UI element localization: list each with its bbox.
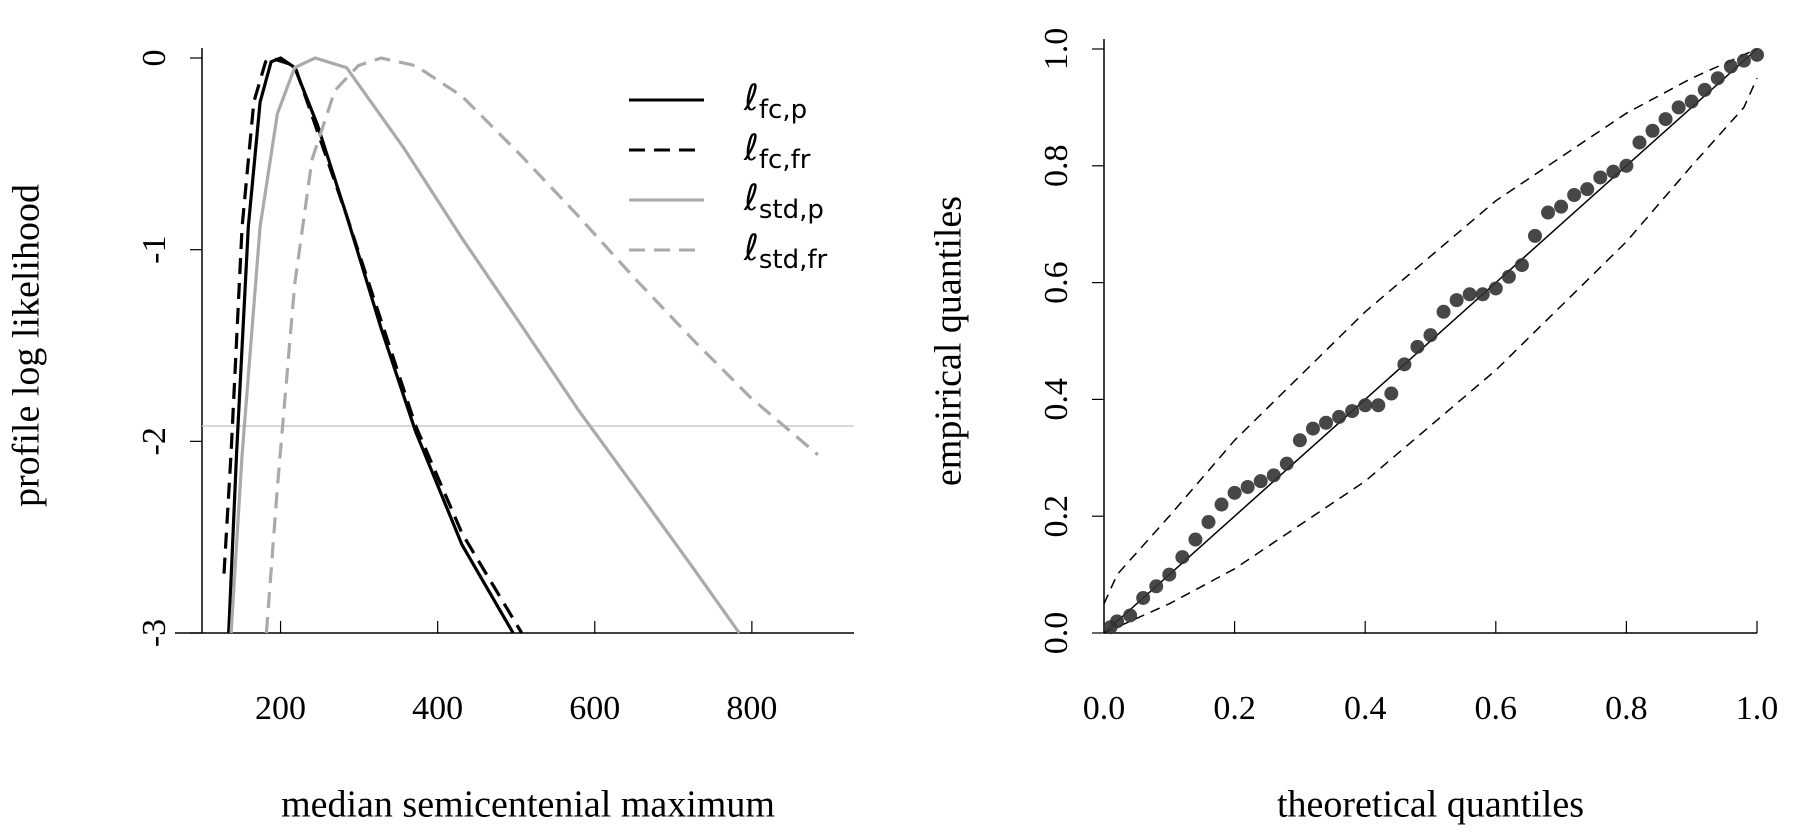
x-tick-label: 0.4 xyxy=(1344,690,1387,727)
point xyxy=(1149,579,1164,594)
y-tick-label: 1.0 xyxy=(1038,28,1075,71)
point xyxy=(1371,398,1386,413)
point xyxy=(1423,328,1438,343)
x-tick-label: 0.2 xyxy=(1213,690,1256,727)
x-tick-label: 0.6 xyxy=(1475,690,1518,727)
legend-label: ℓstd,fr xyxy=(743,228,828,275)
point xyxy=(1123,608,1138,623)
confidence-band xyxy=(1103,48,1758,605)
point xyxy=(1527,228,1542,243)
point xyxy=(1305,421,1320,436)
point xyxy=(1436,304,1451,319)
x-tick-label: 200 xyxy=(255,690,306,727)
x-tick-label: 800 xyxy=(726,690,777,727)
point xyxy=(1697,82,1712,97)
point xyxy=(1175,550,1190,565)
point xyxy=(1736,53,1751,68)
confidence-band xyxy=(1103,77,1758,634)
point xyxy=(1384,386,1399,401)
point xyxy=(1214,497,1229,512)
point xyxy=(1671,100,1686,115)
y-tick-label: 0.4 xyxy=(1038,378,1075,421)
point xyxy=(1345,404,1360,419)
point xyxy=(1201,515,1216,530)
point xyxy=(1410,339,1425,354)
point xyxy=(1554,199,1569,214)
point xyxy=(1645,123,1660,138)
legend-label: ℓfc,fr xyxy=(743,128,811,175)
point xyxy=(1475,287,1490,302)
point xyxy=(1266,468,1281,483)
point xyxy=(1632,135,1647,150)
point xyxy=(1606,164,1621,179)
y-tick-label: 0.6 xyxy=(1038,261,1075,304)
point xyxy=(1136,590,1151,605)
y-axis-title: empirical quantiles xyxy=(928,196,970,486)
point xyxy=(1449,293,1464,308)
x-axis-title: theoretical quantiles xyxy=(1277,784,1584,826)
point xyxy=(1227,485,1242,500)
point xyxy=(1188,532,1203,547)
point xyxy=(1253,474,1268,489)
point xyxy=(1514,258,1529,273)
point xyxy=(1488,281,1503,296)
point xyxy=(1319,415,1334,430)
y-axis-title: profile log likelihood xyxy=(6,184,48,507)
y-tick-label: -1 xyxy=(136,236,173,264)
point xyxy=(1723,59,1738,74)
y-tick-label: -2 xyxy=(136,427,173,455)
point xyxy=(1240,480,1255,494)
point xyxy=(1619,158,1634,173)
y-tick-label: 0.0 xyxy=(1038,612,1075,655)
point xyxy=(1593,170,1608,185)
point xyxy=(1332,409,1347,424)
point xyxy=(1462,287,1477,302)
point xyxy=(1397,357,1412,372)
point xyxy=(1292,433,1307,448)
x-axis-title: median semicentenial maximum xyxy=(281,784,775,826)
point xyxy=(1541,205,1556,220)
point xyxy=(1162,567,1177,582)
point xyxy=(1567,188,1582,202)
series-line xyxy=(229,56,741,634)
point xyxy=(1580,182,1595,197)
point xyxy=(1279,456,1294,471)
series-line xyxy=(264,56,819,634)
x-tick-label: 400 xyxy=(412,690,463,727)
series-line xyxy=(222,56,524,634)
point xyxy=(1501,269,1516,284)
y-tick-label: 0 xyxy=(136,50,173,67)
y-tick-label: -3 xyxy=(136,619,173,647)
x-tick-label: 600 xyxy=(569,690,620,727)
x-tick-label: 1.0 xyxy=(1736,690,1779,727)
point xyxy=(1658,112,1673,127)
point xyxy=(1710,71,1725,86)
y-tick-label: 0.2 xyxy=(1038,495,1075,538)
point xyxy=(1684,94,1699,109)
legend-label: ℓfc,p xyxy=(743,78,807,125)
point xyxy=(1750,47,1764,62)
y-tick-label: 0.8 xyxy=(1038,145,1075,188)
point xyxy=(1110,614,1125,629)
point xyxy=(1358,398,1373,413)
legend-label: ℓstd,p xyxy=(743,178,824,225)
x-tick-label: 0.0 xyxy=(1083,690,1126,727)
x-tick-label: 0.8 xyxy=(1605,690,1648,727)
